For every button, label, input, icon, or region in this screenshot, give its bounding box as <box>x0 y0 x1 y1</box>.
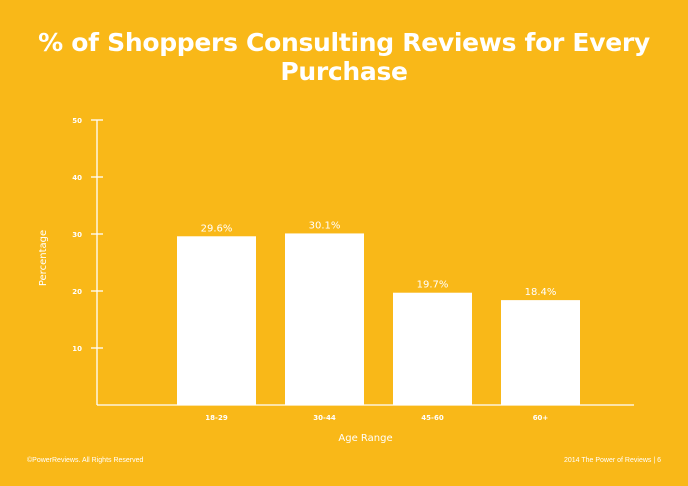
x-tick-label: 60+ <box>533 414 549 422</box>
bar-45-60 <box>393 292 472 405</box>
x-axis-label: Age Range <box>338 433 392 444</box>
y-tick-label: 30 <box>72 231 82 239</box>
bar-60+ <box>501 300 580 405</box>
x-tick-label: 30-44 <box>313 414 336 422</box>
x-tick-label: 18-29 <box>205 414 228 422</box>
y-tick-label: 50 <box>72 117 82 125</box>
x-tick-label: 45-60 <box>421 414 444 422</box>
data-label: 30.1% <box>309 220 341 231</box>
copyright-footer: ©PowerReviews. All Rights Reserved <box>27 457 144 464</box>
bar-30-44 <box>285 233 364 405</box>
y-tick-label: 40 <box>72 174 82 182</box>
y-tick-label: 20 <box>72 288 82 296</box>
y-tick-label: 10 <box>72 345 82 353</box>
data-label: 18.4% <box>525 287 557 298</box>
y-axis-label: Percentage <box>38 230 49 286</box>
chart-title: % of Shoppers Consulting Reviews for Eve… <box>38 28 650 86</box>
bar-18-29 <box>177 236 256 405</box>
data-label: 29.6% <box>201 223 233 234</box>
page-footer: 2014 The Power of Reviews | 6 <box>563 457 661 464</box>
data-label: 19.7% <box>417 280 449 291</box>
